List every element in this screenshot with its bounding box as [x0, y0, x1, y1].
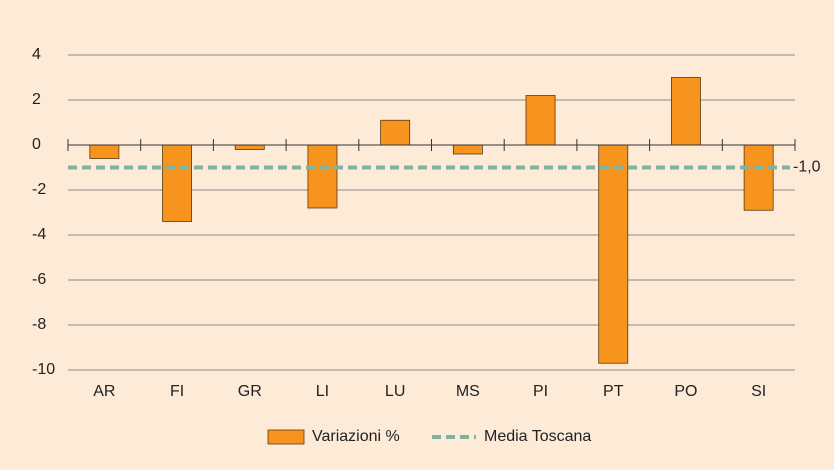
x-tick-label: PT [603, 383, 624, 400]
bar [598, 144, 629, 364]
x-tick-label: PI [533, 383, 548, 400]
legend-label: Variazioni % [312, 428, 400, 445]
y-tick-label: -10 [32, 361, 55, 378]
bar [743, 144, 774, 211]
y-tick-label: -4 [32, 226, 46, 243]
legend-swatch [267, 429, 305, 445]
bar [452, 144, 483, 155]
x-tick-label: AR [93, 383, 115, 400]
y-tick-label: -2 [32, 181, 46, 198]
y-tick-label: -6 [32, 271, 46, 288]
bar [234, 144, 265, 150]
bar [307, 144, 338, 209]
x-tick-label: GR [238, 383, 262, 400]
x-tick-label: LI [316, 383, 329, 400]
bar [525, 95, 556, 146]
bar [89, 144, 120, 159]
y-tick-label: -8 [32, 316, 46, 333]
legend-label: Media Toscana [484, 428, 591, 445]
x-tick-label: MS [456, 383, 480, 400]
bar [380, 119, 411, 146]
x-tick-label: FI [170, 383, 184, 400]
bar [162, 144, 192, 222]
y-tick-label: 4 [32, 46, 41, 63]
reference-label: -1,0 [793, 159, 821, 176]
x-tick-label: LU [385, 383, 405, 400]
x-tick-label: SI [751, 383, 766, 400]
x-tick-label: PO [674, 383, 697, 400]
y-tick-label: 2 [32, 91, 41, 108]
bar [671, 77, 701, 146]
y-tick-label: 0 [32, 136, 41, 153]
